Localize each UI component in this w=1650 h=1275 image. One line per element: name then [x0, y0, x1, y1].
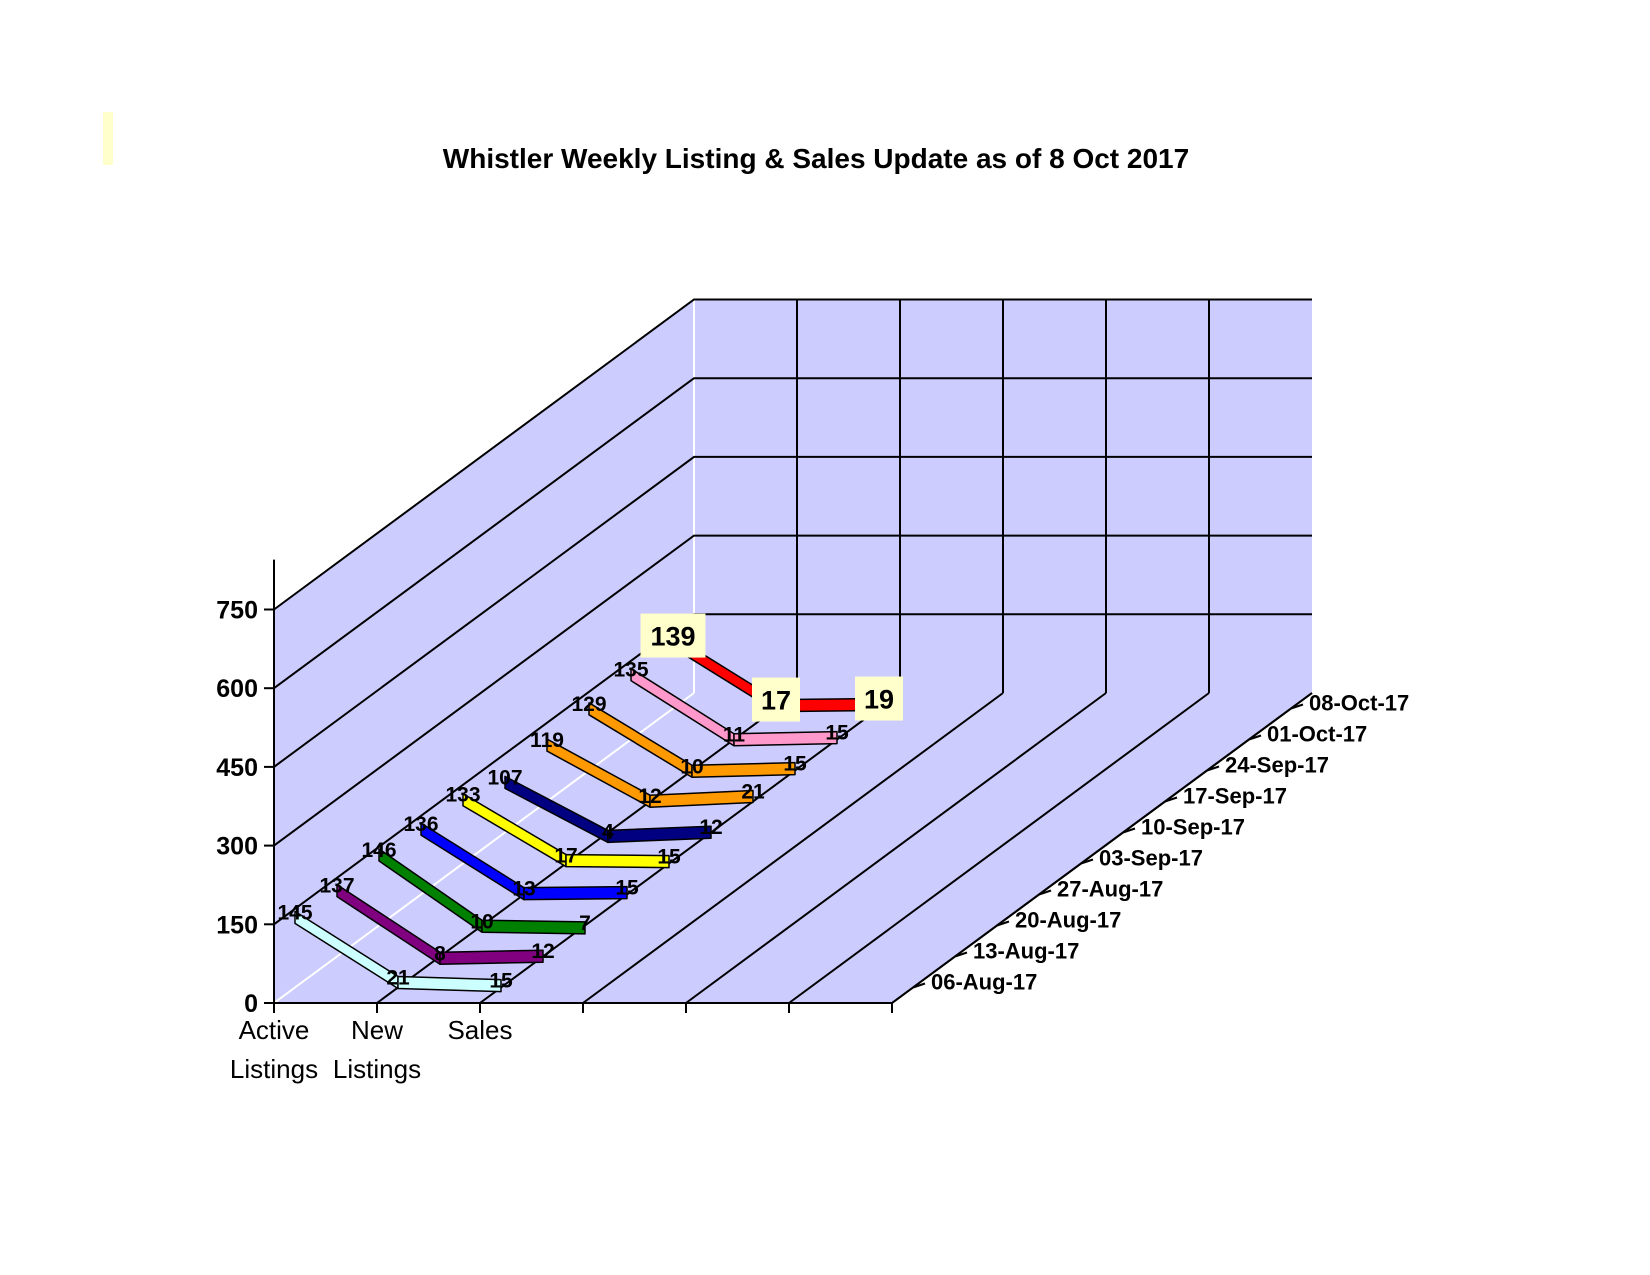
data-label: 137 [319, 875, 354, 898]
series-ribbon-20-Aug-17 [481, 919, 586, 935]
depth-tick-mark [1122, 827, 1136, 834]
depth-tick-label: 10-Sep-17 [1141, 815, 1245, 840]
depth-tick-label: 13-Aug-17 [973, 939, 1079, 964]
data-label: 12 [638, 785, 661, 808]
y-tick-label: 600 [216, 675, 258, 703]
data-label: 19 [864, 685, 894, 715]
floor-line-2 [479, 692, 901, 1004]
depth-tick-mark [1038, 889, 1052, 896]
depth-tick-label: 06-Aug-17 [931, 970, 1037, 995]
x-tick-label: Listings [230, 1054, 318, 1084]
y-tick-label: 150 [216, 911, 258, 939]
depth-tick-mark [912, 982, 926, 989]
data-label: 139 [650, 622, 695, 652]
depth-tick-label: 03-Sep-17 [1099, 846, 1203, 871]
data-label: 15 [783, 753, 807, 776]
data-label: 119 [530, 729, 564, 752]
depth-tick-mark [1080, 858, 1094, 865]
chart-title: Whistler Weekly Listing & Sales Update a… [443, 143, 1189, 174]
data-label: 13 [512, 878, 535, 901]
data-label: 129 [571, 693, 606, 716]
data-label-box [752, 677, 800, 722]
depth-tick-mark [996, 920, 1010, 927]
x-axis: Active Listings New Listings Sales [230, 1002, 893, 1084]
data-label: 15 [825, 722, 849, 745]
data-label: 136 [403, 813, 438, 836]
floor-line-4 [685, 692, 1107, 1004]
data-label: 11 [723, 724, 746, 747]
data-label-box [855, 676, 903, 721]
data-label: 12 [531, 940, 554, 963]
depth-tick-label: 24-Sep-17 [1225, 753, 1329, 778]
depth-tick-mark [1290, 703, 1304, 710]
data-label: 7 [579, 912, 591, 935]
x-tick-label: New [351, 1015, 403, 1045]
depth-tick-mark [1248, 734, 1262, 741]
data-label: 15 [657, 846, 681, 869]
depth-tick-label: 08-Oct-17 [1309, 691, 1409, 716]
floor-line-3 [582, 692, 1004, 1004]
data-label: 12 [699, 816, 722, 839]
data-label: 4 [602, 820, 614, 843]
left-wall [274, 299, 694, 1003]
series-ribbons [294, 634, 880, 993]
depth-tick-label: 20-Aug-17 [1015, 908, 1121, 933]
depth-tick-label: 17-Sep-17 [1183, 784, 1287, 809]
data-label: 107 [487, 766, 522, 789]
data-label-box [640, 613, 706, 658]
depth-axis-line [891, 692, 1313, 1004]
series-ribbon-10-Sep-17 [607, 825, 712, 844]
depth-tick-mark [1164, 796, 1178, 803]
series-ribbon-03-Sep-17 [565, 853, 670, 869]
series-ribbon-01-Oct-17 [733, 730, 838, 747]
data-label: 145 [277, 901, 312, 924]
depth-tick-mark [954, 951, 968, 958]
series-ribbon-13-Aug-17 [439, 949, 544, 966]
data-label: 10 [680, 755, 703, 778]
y-axis: 0 150 300 450 600 750 [216, 559, 275, 1018]
depth-tick-mark [1206, 765, 1220, 772]
series-ribbon-24-Sep-17 [691, 761, 796, 779]
data-label: 15 [615, 877, 639, 900]
floor-line-5 [788, 692, 1210, 1004]
data-label: 135 [613, 659, 648, 682]
data-label: 17 [761, 686, 791, 716]
y-tick-label: 0 [244, 990, 258, 1018]
depth-tick-label: 27-Aug-17 [1057, 877, 1163, 902]
data-label: 146 [361, 839, 396, 862]
series-ribbon-17-Sep-17 [649, 789, 754, 808]
data-label: 8 [434, 942, 446, 965]
depth-tick-label: 01-Oct-17 [1267, 722, 1367, 747]
x-tick-label: Sales [447, 1015, 512, 1045]
y-tick-label: 450 [216, 754, 258, 782]
x-tick-label: Listings [333, 1054, 421, 1084]
y-tick-label: 750 [216, 597, 258, 625]
floor-line-1 [376, 692, 798, 1004]
decorative-marker [103, 112, 113, 165]
data-label: 21 [386, 966, 410, 989]
depth-axis: 06-Aug-17 13-Aug-17 20-Aug-17 27-Aug-17 03-S… [891, 691, 1409, 1004]
data-label: 21 [741, 780, 765, 803]
data-label: 10 [470, 910, 493, 933]
series-ribbon-27-Aug-17 [523, 885, 628, 901]
y-tick-label: 300 [216, 833, 258, 861]
series-ribbon-06-Aug-17 [397, 975, 502, 993]
data-label: 15 [489, 970, 513, 993]
x-tick-label: Active [239, 1015, 310, 1045]
data-label: 17 [554, 845, 577, 868]
data-label: 133 [445, 784, 480, 807]
